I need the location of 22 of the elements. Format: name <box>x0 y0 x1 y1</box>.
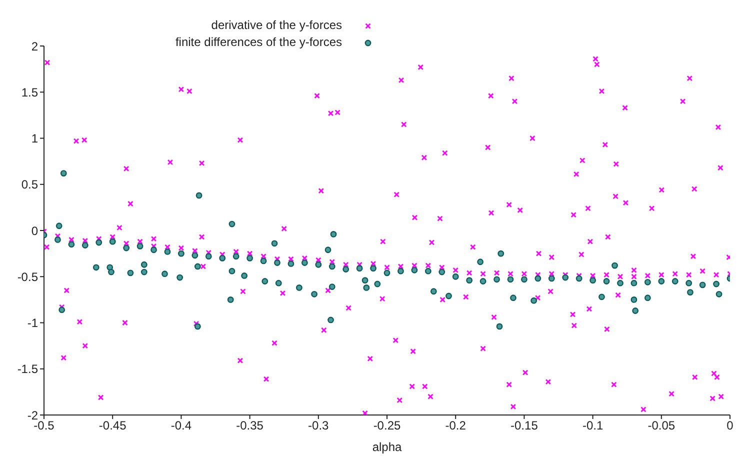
y-tick-label: -2 <box>27 408 38 422</box>
y-tick-label: -1 <box>27 316 38 330</box>
x-axis-title: alpha <box>372 440 402 454</box>
y-tick-label: 0 <box>31 224 38 238</box>
y-tick-label: 1.5 <box>21 85 38 100</box>
legend-label: derivative of the y-forces <box>211 17 342 34</box>
x-tick-label: -0.3 <box>308 418 330 433</box>
x-tick-label: -0.4 <box>170 418 192 433</box>
x-tick-label: -0.15 <box>510 418 538 433</box>
x-tick-label: -0.2 <box>445 418 466 433</box>
y-tick-label: 2 <box>31 39 38 54</box>
legend-label: finite differences of the y-forces <box>175 34 342 51</box>
x-tick-label: -0.35 <box>236 418 264 433</box>
x-tick-label: 0 <box>726 418 734 433</box>
y-tick-label: 1 <box>31 132 38 146</box>
y-tick-label: 0.5 <box>21 178 38 192</box>
y-tick-label: -0.5 <box>17 270 38 284</box>
x-tick-label: -0.1 <box>582 418 604 433</box>
x-tick-label: -0.05 <box>648 418 676 433</box>
y-tick-label: -1.5 <box>17 362 38 376</box>
x-tick-label: -0.45 <box>98 418 127 433</box>
x-tick-label: -0.25 <box>373 418 401 433</box>
